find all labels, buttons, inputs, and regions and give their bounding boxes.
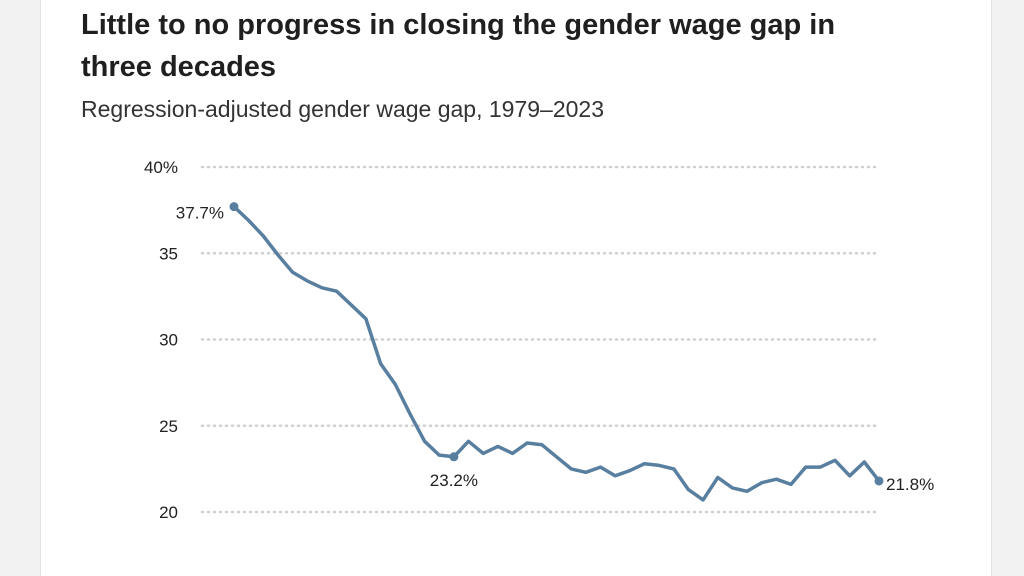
- chart-card: [40, 0, 992, 576]
- y-tick-label: 40%: [144, 158, 178, 177]
- data-point-marker: [449, 452, 459, 462]
- data-labels: 37.7% 23.2% 21.8%: [176, 204, 934, 494]
- y-axis-ticks: 40% 35 30 25 20: [144, 158, 178, 522]
- chart-subtitle: Regression-adjusted gender wage gap, 197…: [81, 96, 605, 122]
- y-tick-label: 20: [159, 503, 178, 522]
- data-label: 37.7%: [176, 204, 224, 223]
- line-chart: 40% 35 30 25 20 37.7% 23.2% 21.8%: [144, 158, 934, 522]
- data-label: 23.2%: [430, 471, 478, 490]
- data-point-marker: [229, 202, 239, 212]
- data-markers: [229, 202, 884, 486]
- y-tick-label: 35: [159, 244, 178, 263]
- data-point-marker: [874, 476, 884, 486]
- series-line: [232, 204, 881, 502]
- y-tick-label: 25: [159, 417, 178, 436]
- data-label: 21.8%: [886, 475, 934, 494]
- y-tick-label: 30: [159, 331, 178, 350]
- chart-title: Little to no progress in closing the gen…: [81, 9, 836, 83]
- gridlines: [200, 165, 881, 514]
